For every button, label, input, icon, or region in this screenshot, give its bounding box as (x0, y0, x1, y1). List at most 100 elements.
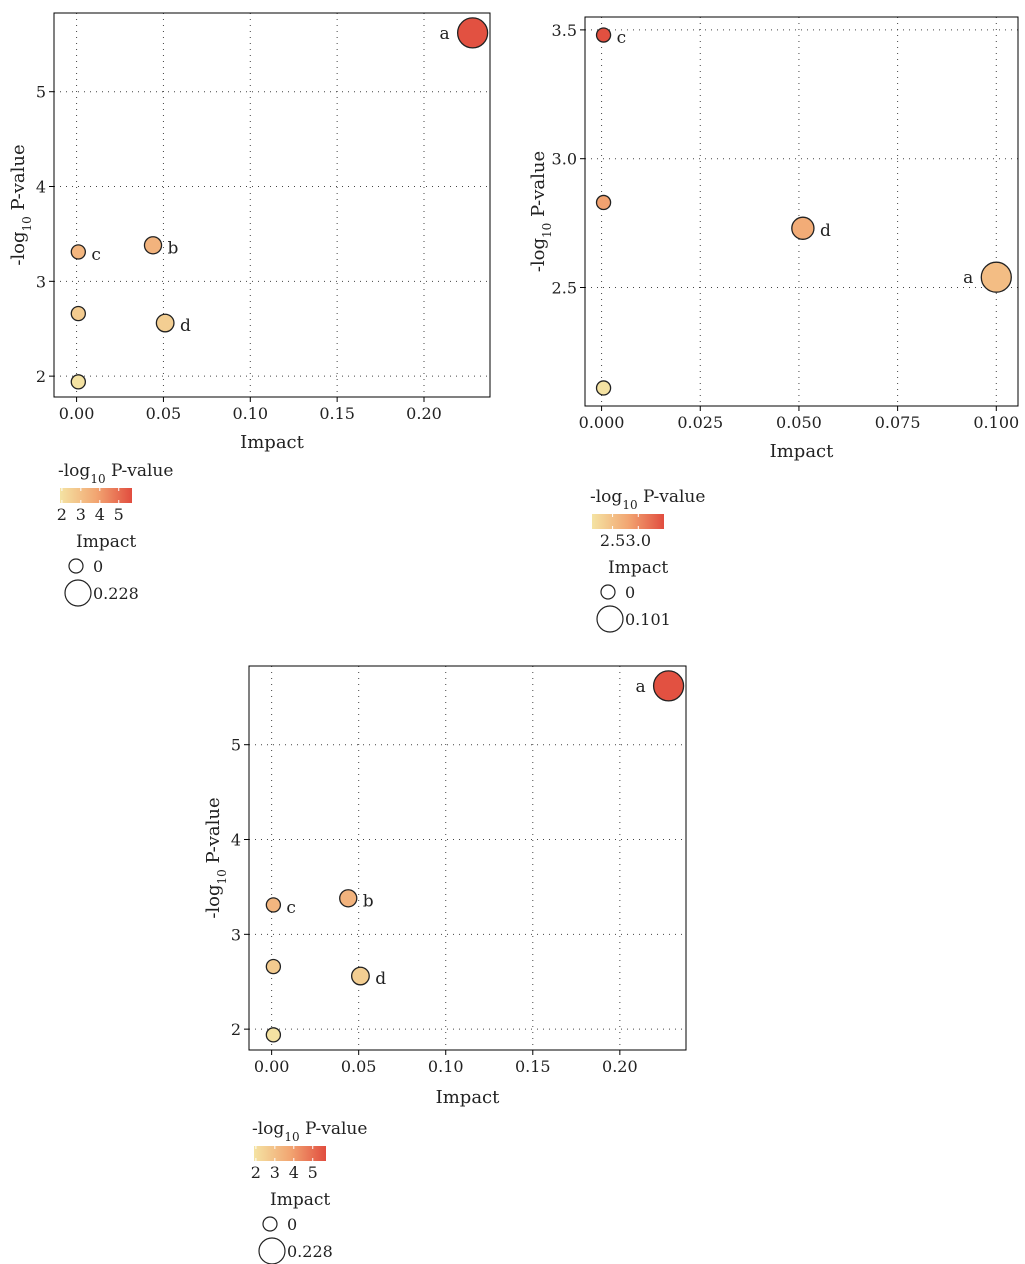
chart-panel-2: 0.000 0.025 0.050 0.075 0.1002.53.03.5Impact… (528, 16, 1019, 633)
plot-frame (248, 665, 687, 1051)
data-point (265, 897, 282, 913)
y-axis-title: -log10 P-value (203, 797, 229, 918)
legend: -log10 P-value 2 3 4 5 Impact 0 0.228 (57, 461, 173, 607)
data-point (980, 261, 1012, 293)
legend-color-tick-label: 4 (95, 505, 105, 524)
legend-size-circle (68, 558, 84, 574)
data-point (70, 244, 87, 260)
legend-size-title: Impact (608, 558, 668, 578)
data-point (265, 1027, 282, 1043)
x-tick-label: 0.05 (341, 1057, 377, 1076)
legend: -log10 P-value 2 3 4 5 Impact 0 0.228 (251, 1119, 367, 1264)
legend-size-label: 0.101 (625, 610, 671, 629)
data-point (350, 966, 370, 986)
x-tick-label: 0.10 (428, 1057, 464, 1076)
x-tick-label: 0.050 (776, 413, 822, 432)
x-tick-label: 0.20 (602, 1057, 638, 1076)
data-point (791, 216, 815, 240)
point-label: d (375, 969, 386, 989)
x-tick-label: 0.000 (579, 413, 625, 432)
legend: -log10 P-value 2.5 3.0 Impact 0 0.101 (590, 487, 705, 633)
legend-color-tick-label: 4 (289, 1163, 299, 1182)
point-label: a (439, 24, 449, 44)
legend-size-circle (64, 579, 92, 607)
data-point (456, 17, 489, 49)
point-label: a (963, 268, 973, 288)
legend-colorbar (60, 488, 132, 503)
legend-size-label: 0.228 (287, 1242, 333, 1261)
legend-color-tick-label: 2 (251, 1163, 261, 1182)
legend-color-tick-label: 5 (114, 505, 124, 524)
legend-colorbar (254, 1146, 326, 1161)
point-label: b (363, 891, 374, 911)
point-label: d (180, 316, 191, 336)
legend-color-title: -log10 P-value (590, 487, 705, 512)
y-tick-label: 2.5 (552, 278, 577, 297)
data-point (70, 305, 87, 322)
y-tick-label: 4 (231, 831, 241, 850)
y-tick-label: 2 (231, 1020, 241, 1039)
x-tick-label: 0.20 (406, 404, 442, 423)
x-axis-title: Impact (240, 432, 305, 453)
x-tick-label: 0.15 (319, 404, 355, 423)
point-label: b (168, 238, 179, 258)
x-axis-title: Impact (436, 1087, 501, 1108)
x-tick-label: 0.10 (232, 404, 268, 423)
x-tick-label: 0.15 (515, 1057, 551, 1076)
data-point (339, 889, 358, 908)
x-tick-label: 0.05 (146, 404, 182, 423)
legend-size-circle (258, 1237, 286, 1264)
x-tick-label: 0.00 (59, 404, 95, 423)
point-label: c (617, 28, 627, 48)
y-axis-title: -log10 P-value (8, 144, 34, 265)
y-tick-label: 3 (231, 925, 241, 944)
legend-color-title: -log10 P-value (58, 461, 173, 486)
legend-size-label: 0 (287, 1215, 297, 1234)
legend-size-label: 0 (625, 583, 635, 602)
legend-colorbar (592, 514, 664, 529)
plot-frame (584, 16, 1019, 407)
legend-color-tick-label: 2 (57, 505, 67, 524)
data-point (265, 958, 282, 975)
legend-size-circle (596, 605, 624, 633)
legend-size-circle (262, 1216, 278, 1232)
legend-size-title: Impact (76, 532, 136, 552)
legend-size-title: Impact (270, 1190, 330, 1210)
y-axis-title: -log10 P-value (528, 151, 554, 272)
y-tick-label: 2 (36, 367, 46, 386)
point-label: c (91, 245, 101, 265)
y-tick-label: 3.5 (552, 21, 577, 40)
x-tick-label: 0.025 (677, 413, 723, 432)
data-point (595, 194, 612, 211)
plot-frame (53, 12, 491, 398)
point-label: d (820, 221, 831, 241)
legend-size-label: 0 (93, 557, 103, 576)
legend-color-tick-label: 3.0 (626, 531, 651, 550)
x-tick-label: 0.00 (254, 1057, 290, 1076)
legend-color-title: -log10 P-value (252, 1119, 367, 1144)
legend-color-tick-label: 3 (270, 1163, 280, 1182)
data-point (155, 313, 175, 333)
y-tick-label: 3.0 (552, 150, 577, 169)
legend-color-tick-label: 3 (76, 505, 86, 524)
point-label: a (635, 677, 645, 697)
legend-size-circle (600, 584, 616, 600)
legend-size-label: 0.228 (93, 584, 139, 603)
x-axis-title: Impact (770, 441, 835, 462)
legend-color-tick-label: 5 (308, 1163, 318, 1182)
data-point (70, 374, 87, 390)
point-label: c (286, 898, 296, 918)
data-point (143, 236, 163, 255)
y-tick-label: 3 (36, 272, 46, 291)
legend-color-tick-label: 2.5 (600, 531, 625, 550)
y-tick-label: 4 (36, 178, 46, 197)
data-point (595, 27, 612, 43)
data-point (652, 670, 685, 702)
x-tick-label: 0.100 (973, 413, 1019, 432)
data-point (595, 380, 612, 396)
x-tick-label: 0.075 (875, 413, 921, 432)
y-tick-label: 5 (36, 83, 46, 102)
